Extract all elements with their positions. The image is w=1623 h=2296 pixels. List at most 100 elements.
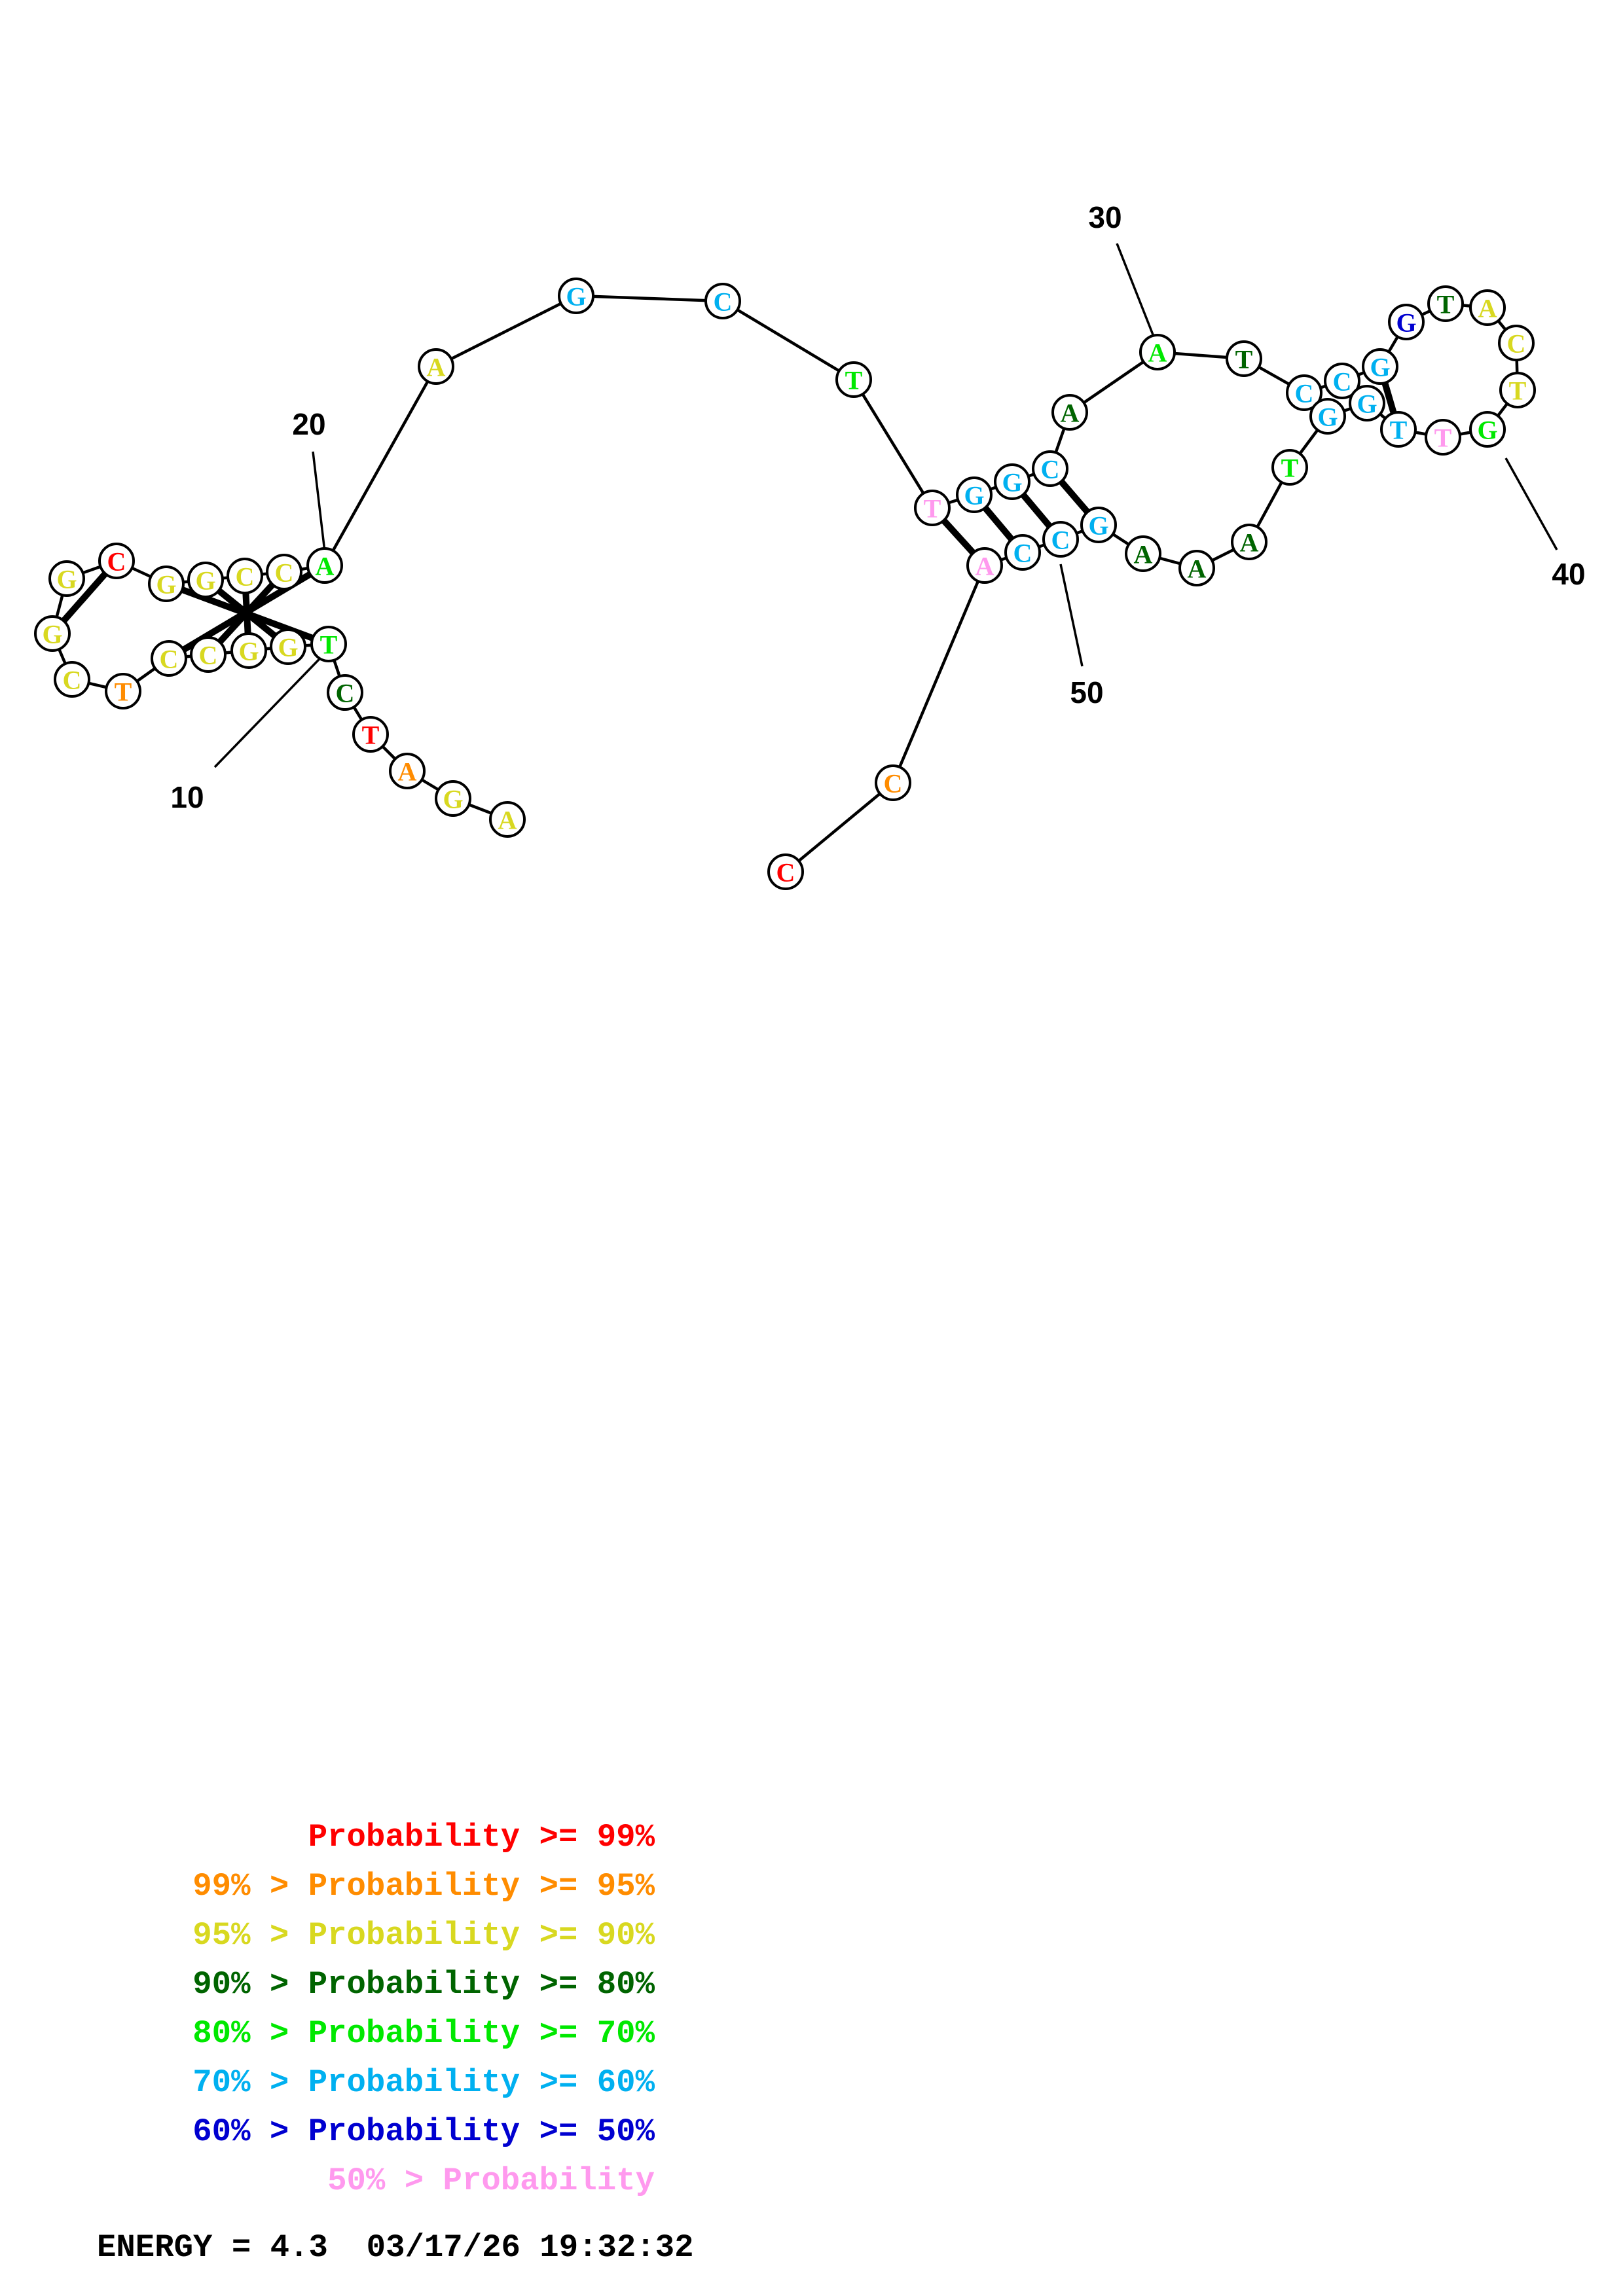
nucleotide-circle (1226, 340, 1262, 377)
nucleotide-node[interactable]: G (230, 632, 267, 669)
nucleotide-node[interactable]: G (1080, 507, 1117, 543)
legend-row: 90% > Probability >= 80% (192, 1966, 655, 2003)
nucleotide-base-letter: C (1051, 526, 1070, 555)
nucleotide-node[interactable]: G (48, 560, 85, 597)
nucleotide-node[interactable]: G (187, 562, 224, 598)
nucleotide-circle (1231, 524, 1267, 560)
nucleotide-node[interactable]: G (1309, 398, 1346, 435)
nucleotide-node[interactable]: T (1427, 285, 1464, 322)
nucleotide-circle (48, 560, 85, 597)
nucleotide-base-letter: T (1509, 376, 1527, 406)
nucleotide-base-letter: T (1390, 416, 1408, 445)
backbone-bond (1158, 556, 1182, 565)
legend-row: 70% > Probability >= 60% (192, 2064, 655, 2101)
nucleotide-node[interactable]: C (1498, 325, 1535, 361)
nucleotide-node[interactable]: T (835, 361, 872, 398)
nucleotide-node[interactable]: T (914, 490, 951, 526)
nucleotide-node[interactable]: C (151, 640, 187, 677)
nucleotide-node[interactable]: A (1469, 289, 1506, 326)
position-number-label: 30 (1088, 200, 1122, 234)
nucleotide-node[interactable]: G (34, 615, 71, 652)
nucleotide-circle (266, 554, 302, 590)
nucleotide-node[interactable]: A (1051, 394, 1088, 431)
probability-legend: Probability >= 99% 99% > Probability >= … (0, 1813, 720, 2266)
nucleotide-node[interactable]: C (54, 661, 90, 698)
nucleotide-node[interactable]: T (310, 626, 347, 662)
nucleotide-node[interactable]: A (418, 348, 454, 385)
backbone-bond (467, 803, 493, 815)
nucleotide-circle (994, 463, 1030, 500)
nucleotide-node[interactable]: G (1349, 385, 1385, 422)
nucleotide-base-letter: G (1370, 353, 1390, 382)
nucleotide-base-letter: C (1333, 367, 1352, 397)
nucleotide-node[interactable]: T (105, 673, 141, 709)
nucleotide-node[interactable]: T (352, 716, 389, 753)
nucleotide-node[interactable]: C (1032, 450, 1068, 487)
nucleotide-circle (1498, 325, 1535, 361)
nucleotide-node[interactable]: A (966, 547, 1003, 584)
nucleotide-node[interactable]: G (1469, 411, 1506, 448)
nucleotide-node[interactable]: C (266, 554, 302, 590)
nucleotide-node[interactable]: T (1226, 340, 1262, 377)
nucleotide-circle (1139, 334, 1176, 370)
legend-row: 99% > Probability >= 95% (192, 1868, 655, 1905)
nucleotide-base-letter: T (1434, 423, 1452, 453)
backbone-bond (1461, 304, 1472, 308)
nucleotide-node[interactable]: T (1425, 419, 1461, 456)
nucleotide-circle (966, 547, 1003, 584)
nucleotide-node[interactable]: G (1388, 304, 1425, 340)
position-tick-line (1116, 243, 1158, 344)
nucleotide-node[interactable]: C (704, 283, 741, 319)
nucleotide-node[interactable]: C (1286, 374, 1322, 411)
nucleotide-circle (418, 348, 454, 385)
nucleotide-base-letter: G (238, 637, 259, 666)
nucleotide-circle (327, 674, 363, 711)
nucleotide-node[interactable]: C (875, 764, 911, 801)
legend-row: 95% > Probability >= 90% (192, 1917, 655, 1954)
nucleotide-circle (1499, 372, 1536, 408)
backbone-bond (130, 566, 153, 579)
nucleotide-circle (148, 565, 185, 602)
nucleotide-node[interactable]: G (435, 780, 471, 817)
nucleotide-node[interactable]: C (1042, 521, 1079, 558)
nucleotide-base-letter: G (1357, 389, 1377, 419)
nucleotide-node[interactable]: T (1271, 449, 1308, 486)
nucleotide-node[interactable]: T (1499, 372, 1536, 408)
nucleotide-node[interactable]: G (994, 463, 1030, 500)
nucleotide-node[interactable]: C (767, 853, 804, 890)
nucleotide-node[interactable]: C (1324, 363, 1360, 399)
nucleotide-base-letter: T (115, 677, 132, 707)
nucleotide-base-letter: G (964, 481, 984, 511)
nucleotide-node[interactable]: G (956, 476, 993, 513)
nucleotide-node[interactable]: A (1231, 524, 1267, 560)
legend-row: 80% > Probability >= 70% (192, 2015, 655, 2052)
nucleotide-node[interactable]: G (1362, 348, 1398, 385)
nucleotide-node[interactable]: A (1125, 535, 1161, 572)
nucleotide-node[interactable]: A (306, 547, 343, 584)
nucleotide-node[interactable]: C (190, 636, 227, 673)
nucleotide-circle (389, 753, 426, 789)
nucleotide-circle (1042, 521, 1079, 558)
nucleotide-node[interactable]: A (1178, 550, 1215, 586)
nucleotide-node[interactable]: C (1004, 534, 1041, 571)
nucleotide-node[interactable]: G (270, 628, 306, 665)
backbone-bond (1497, 319, 1507, 332)
nucleotide-node[interactable]: A (389, 753, 426, 789)
nucleotide-circle (835, 361, 872, 398)
nucleotide-node[interactable]: G (558, 278, 594, 314)
nucleotide-circle (956, 476, 993, 513)
nucleotide-node[interactable]: C (227, 558, 263, 594)
nucleotide-node[interactable]: G (148, 565, 185, 602)
nucleotide-base-letter: A (1148, 338, 1167, 368)
backbone-bond (1054, 427, 1066, 454)
nucleotide-node[interactable]: T (1380, 411, 1417, 448)
backbone-bond (55, 593, 64, 619)
nucleotide-node[interactable]: C (327, 674, 363, 711)
nucleotide-node[interactable]: A (489, 801, 526, 838)
nucleotide-node[interactable]: C (98, 543, 135, 579)
legend-row: 50% > Probability (327, 2162, 655, 2199)
backbone-bonds-layer (55, 295, 1519, 863)
nucleotide-circle (34, 615, 71, 652)
nucleotide-node[interactable]: A (1139, 334, 1176, 370)
